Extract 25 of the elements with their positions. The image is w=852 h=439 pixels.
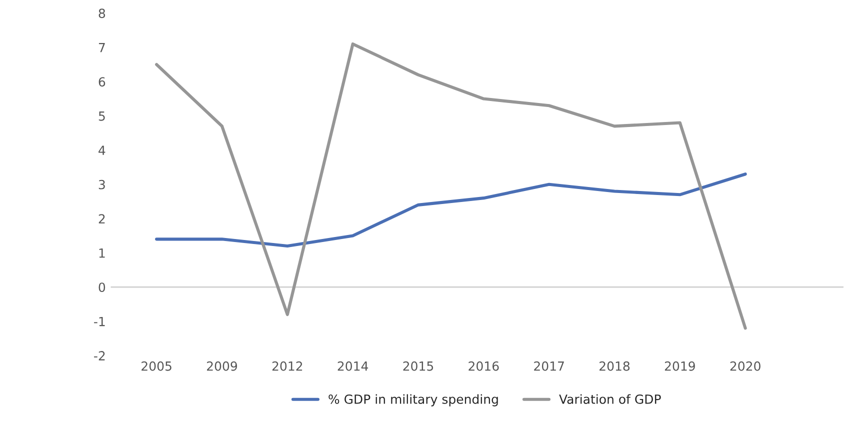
- y-tick-label: 7: [98, 43, 105, 52]
- y-tick-label: 4: [98, 146, 106, 155]
- x-tick-label: 2012: [272, 361, 302, 371]
- y-tick-label: 3: [98, 180, 105, 190]
- x-tick-label: 2019: [664, 361, 695, 371]
- y-tick-label: 1: [99, 248, 105, 258]
- x-tick-label: 2009: [206, 361, 238, 371]
- x-tick-label: 2005: [142, 361, 172, 371]
- y-tick-label: 2: [98, 214, 105, 224]
- legend-label: Variation of GDP: [559, 394, 661, 404]
- line-series: [155, 42, 747, 330]
- x-tick-label: 2018: [600, 361, 630, 371]
- y-tick-label: 8: [98, 8, 106, 18]
- x-tick-label: 2017: [534, 361, 564, 371]
- legend-label: % GDP in military spending: [328, 394, 498, 406]
- y-tick-label: -1: [94, 316, 105, 326]
- x-tick-label: 2014: [338, 361, 368, 371]
- line-series: [155, 172, 747, 248]
- y-tick-label: 5: [98, 112, 105, 121]
- y-tick-label: 0: [98, 282, 106, 292]
- x-tick-label: 2020: [730, 361, 760, 371]
- x-tick-label: 2015: [403, 361, 434, 371]
- x-tick-label: 2016: [468, 361, 499, 371]
- y-tick-label: -2: [94, 351, 105, 360]
- y-tick-label: 6: [98, 77, 106, 87]
